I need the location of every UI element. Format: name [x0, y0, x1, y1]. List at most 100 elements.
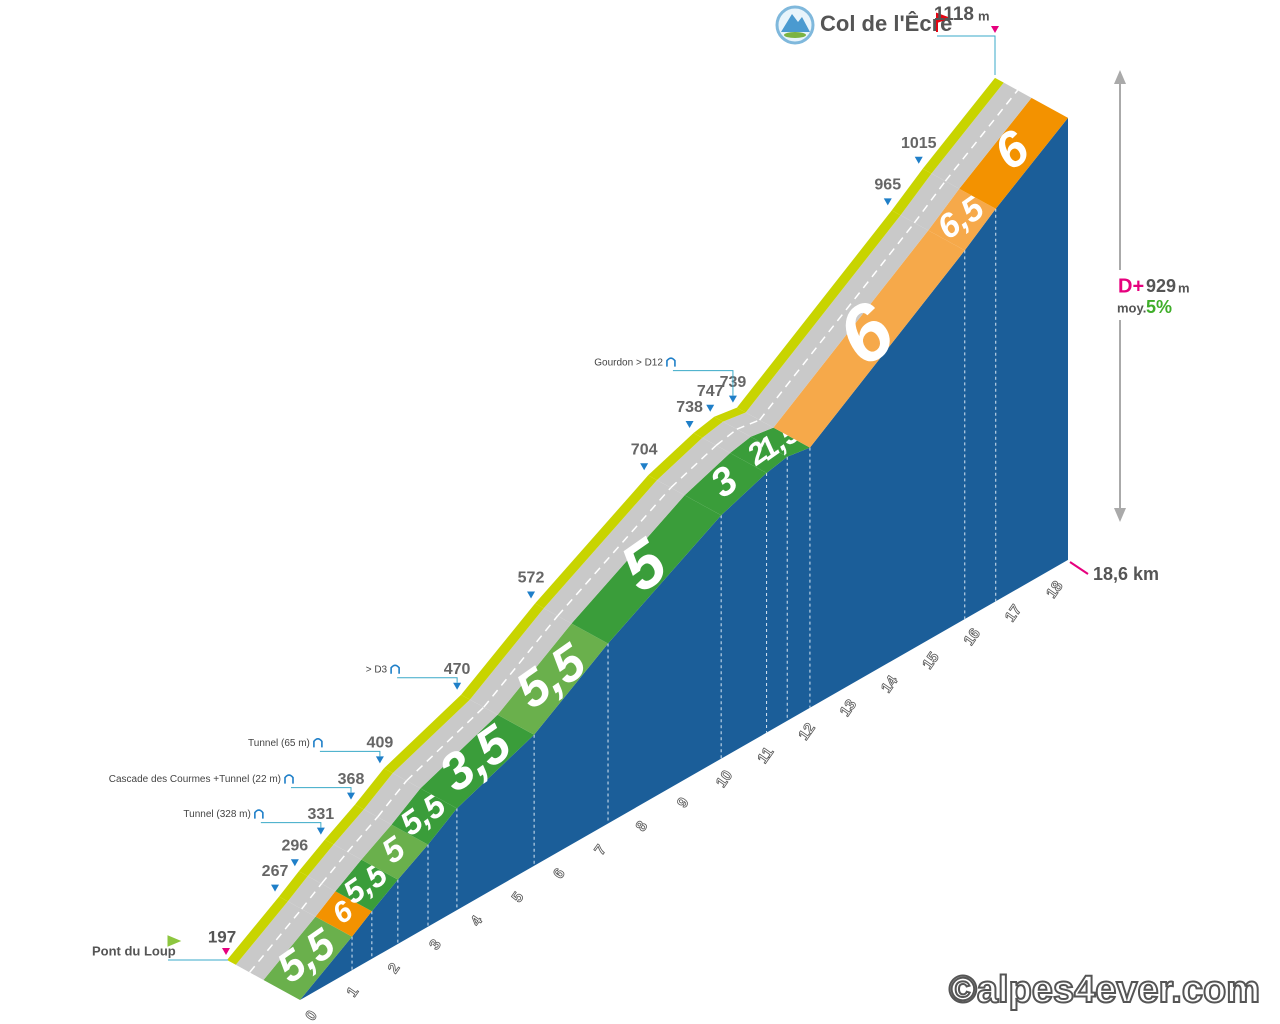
marker-pointer — [453, 682, 462, 690]
summit-icon-mountain — [781, 14, 810, 32]
note-leader — [319, 750, 381, 757]
distance-leader — [1069, 561, 1089, 575]
marker-elevation: 409 — [367, 735, 394, 752]
road-edge — [354, 768, 393, 810]
marker-elevation: 331 — [308, 806, 335, 823]
climb-label: D+ — [1118, 275, 1144, 297]
marker-note: Tunnel (65 m) — [248, 738, 310, 749]
total-distance: 18,6 km — [1093, 564, 1159, 584]
road-centre — [736, 419, 760, 430]
marker-pointer — [728, 395, 737, 403]
summit-name: Col de l'Êcre — [820, 11, 952, 36]
road-edge — [922, 77, 1004, 174]
gradient-band — [928, 188, 996, 251]
summit-pointer — [991, 26, 999, 33]
road-centre — [944, 89, 1019, 182]
road-edge — [279, 871, 308, 902]
gradient-band — [391, 788, 457, 845]
km-tick-label: 5 — [509, 889, 528, 906]
road-edge — [648, 432, 703, 481]
gradient-band — [497, 623, 609, 735]
summit-icon-grass — [784, 32, 806, 38]
gradient-band — [730, 436, 788, 473]
marker-pointer — [914, 156, 923, 164]
km-tick-label: 12 — [795, 720, 818, 743]
km-tick-label: 10 — [713, 767, 736, 790]
marker-elevation: 368 — [338, 771, 365, 788]
marker-elevation: 1015 — [901, 135, 937, 152]
road-edge — [383, 694, 470, 774]
road-centre — [670, 444, 717, 489]
note-icon — [390, 664, 400, 674]
average-label: moy. — [1117, 300, 1146, 315]
road — [363, 773, 421, 825]
note-leader — [397, 677, 458, 683]
road — [745, 215, 929, 428]
km-tick-label: 8 — [633, 818, 652, 835]
profile: 5,565,555,53,55,55321,566,56267296331Tun… — [109, 77, 1068, 1024]
gradient-band — [750, 427, 810, 457]
gradient-band — [684, 452, 767, 516]
gradient-band — [335, 859, 398, 912]
summit-leader — [937, 35, 996, 75]
km-tick-label: 1 — [343, 984, 362, 1001]
road-edge — [736, 210, 901, 413]
gradient-band — [571, 495, 722, 644]
gradient-band — [959, 97, 1068, 209]
marker-pointer — [527, 591, 536, 599]
gradient-band — [263, 916, 353, 1000]
road — [900, 173, 960, 231]
note-icon — [666, 357, 676, 367]
climb-value: 929 — [1146, 276, 1176, 296]
climb-unit: m — [1178, 280, 1190, 295]
marker-pointer — [290, 859, 299, 867]
marker-elevation: 704 — [631, 442, 658, 459]
road-centre — [301, 883, 323, 910]
km-tick-label: 11 — [754, 744, 777, 767]
road-edge — [461, 603, 544, 700]
marker-elevation: 296 — [281, 838, 308, 855]
marker-elevation: 738 — [676, 399, 703, 416]
km-tick-label: 6 — [550, 865, 569, 882]
note-leader — [672, 370, 734, 396]
road-edge — [298, 839, 334, 877]
marker-elevation: 747 — [697, 383, 724, 400]
note-leader — [260, 822, 322, 828]
marker-pointer — [375, 756, 384, 764]
marker-pointer — [316, 827, 325, 835]
km-tick-label: 3 — [426, 936, 445, 953]
road-edge — [324, 804, 364, 845]
road-edge — [535, 475, 657, 609]
road — [722, 412, 774, 437]
road-centre — [913, 180, 946, 224]
gradient-band — [361, 824, 428, 880]
road-centre — [320, 851, 349, 885]
road-edge — [693, 416, 723, 438]
note-icon — [254, 809, 264, 819]
summit-unit: m — [978, 8, 990, 23]
road-centre — [557, 487, 672, 617]
km-tick-label: 2 — [385, 960, 404, 977]
km-tick-label: 14 — [878, 672, 902, 696]
road-centre — [406, 706, 485, 782]
road-centre — [377, 780, 408, 818]
km-tick-label: 7 — [591, 842, 610, 859]
km-tick-label: 17 — [1002, 602, 1025, 625]
marker-note: > D3 — [366, 664, 388, 675]
road — [235, 901, 316, 980]
note-leader — [290, 787, 352, 793]
road-edge — [891, 168, 932, 216]
marker-pointer — [271, 884, 280, 892]
km-tick-label: 15 — [919, 649, 942, 672]
road-edge — [227, 896, 288, 965]
km-tick-label: 9 — [674, 794, 693, 811]
km-tick-label: 4 — [467, 912, 486, 929]
start-name: Pont du Loup — [92, 943, 176, 958]
start-pointer — [222, 948, 230, 955]
km-tick-label: 13 — [837, 696, 860, 719]
marker-note: Gourdon > D12 — [594, 357, 663, 368]
summit-elevation: 1118 — [934, 4, 974, 25]
note-icon — [284, 774, 294, 784]
